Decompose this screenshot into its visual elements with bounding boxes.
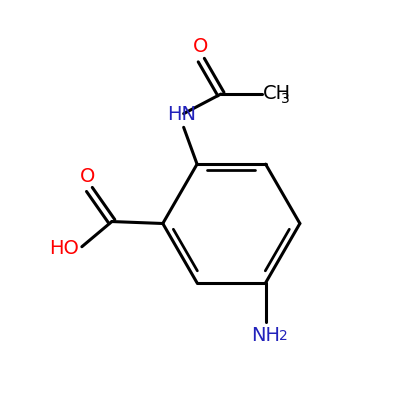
Text: HO: HO xyxy=(49,239,79,258)
Text: O: O xyxy=(193,37,208,56)
Text: O: O xyxy=(80,166,95,186)
Text: HN: HN xyxy=(167,105,196,124)
Text: 2: 2 xyxy=(278,329,287,343)
Text: NH: NH xyxy=(251,326,280,345)
Text: CH: CH xyxy=(263,84,291,103)
Text: 3: 3 xyxy=(281,92,290,106)
